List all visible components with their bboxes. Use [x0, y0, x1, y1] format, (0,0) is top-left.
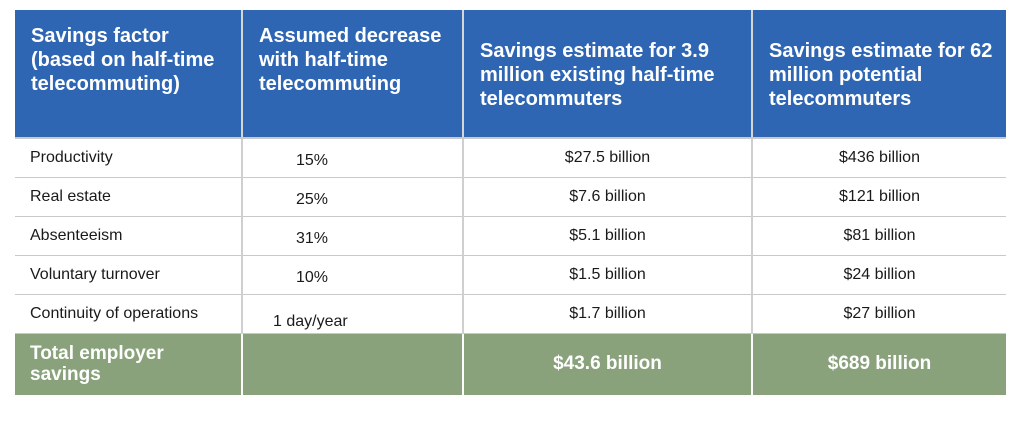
- row-potential-savings: $436 billion: [752, 138, 1006, 178]
- total-potential-savings: $689 billion: [752, 333, 1006, 395]
- row-existing-savings: $1.5 billion: [463, 255, 753, 295]
- row-decrease: 10%: [242, 255, 464, 295]
- header-assumed-decrease: Assumed decrease with half-time telecomm…: [242, 10, 464, 139]
- row-existing-savings: $27.5 billion: [463, 138, 753, 178]
- row-decrease: 15%: [242, 138, 464, 178]
- row-factor: Real estate: [15, 177, 243, 217]
- row-factor: Continuity of operations: [15, 294, 243, 334]
- savings-table: Savings factor (based on half-time telec…: [15, 10, 1006, 395]
- table-row: Voluntary turnover 10% $1.5 billion $24 …: [15, 255, 1006, 295]
- header-savings-factor: Savings factor (based on half-time telec…: [15, 10, 243, 139]
- table-row: Productivity 15% $27.5 billion $436 bill…: [15, 138, 1006, 178]
- row-factor: Absenteeism: [15, 216, 243, 256]
- row-existing-savings: $5.1 billion: [463, 216, 753, 256]
- total-decrease: [242, 333, 464, 395]
- total-existing-savings: $43.6 billion: [463, 333, 753, 395]
- header-row: Savings factor (based on half-time telec…: [15, 10, 1006, 139]
- header-existing-telecommuters: Savings estimate for 3.9 million existin…: [463, 10, 753, 139]
- row-potential-savings: $24 billion: [752, 255, 1006, 295]
- total-label: Total employer savings: [15, 333, 243, 395]
- savings-table-container: Savings factor (based on half-time telec…: [15, 10, 1006, 395]
- row-existing-savings: $1.7 billion: [463, 294, 753, 334]
- row-potential-savings: $27 billion: [752, 294, 1006, 334]
- table-row: Absenteeism 31% $5.1 billion $81 billion: [15, 216, 1006, 256]
- header-potential-telecommuters: Savings estimate for 62 million potentia…: [752, 10, 1006, 139]
- row-existing-savings: $7.6 billion: [463, 177, 753, 217]
- table-row: Real estate 25% $7.6 billion $121 billio…: [15, 177, 1006, 217]
- total-row: Total employer savings $43.6 billion $68…: [15, 333, 1006, 395]
- row-factor: Voluntary turnover: [15, 255, 243, 295]
- row-potential-savings: $81 billion: [752, 216, 1006, 256]
- row-factor: Productivity: [15, 138, 243, 178]
- table-row: Continuity of operations 1 day/year $1.7…: [15, 294, 1006, 334]
- row-decrease: 1 day/year: [242, 294, 464, 334]
- row-decrease: 25%: [242, 177, 464, 217]
- row-potential-savings: $121 billion: [752, 177, 1006, 217]
- row-decrease: 31%: [242, 216, 464, 256]
